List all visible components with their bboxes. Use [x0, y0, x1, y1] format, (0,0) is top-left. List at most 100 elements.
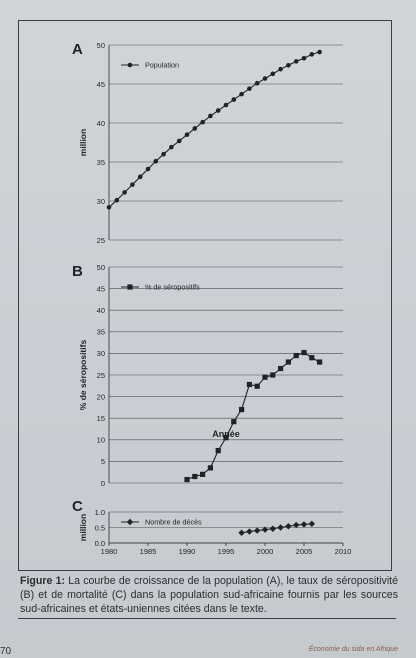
data-point — [200, 471, 206, 477]
x-axis-label: Année — [212, 429, 240, 439]
x-tick-label: 2000 — [257, 547, 274, 556]
data-point — [184, 132, 190, 137]
data-point — [301, 55, 307, 61]
data-point — [285, 359, 291, 365]
y-tick-label: 25 — [97, 236, 105, 245]
data-point — [169, 144, 174, 150]
data-point — [300, 521, 308, 528]
data-point — [215, 108, 221, 113]
y-tick-label: 5 — [101, 457, 105, 466]
y-tick-label: 15 — [97, 414, 105, 423]
data-point — [161, 151, 166, 157]
data-point — [215, 448, 221, 454]
y-tick-label: 40 — [97, 119, 105, 128]
data-point — [238, 529, 245, 536]
legend-label: Nombre de décès — [145, 518, 202, 527]
data-point — [254, 80, 260, 86]
data-point — [261, 526, 269, 533]
panel-letter: A — [72, 41, 83, 58]
data-point — [153, 158, 159, 164]
data-point — [239, 406, 245, 413]
data-point — [130, 182, 135, 187]
series-line — [241, 523, 312, 534]
data-point — [262, 374, 268, 380]
data-point — [247, 86, 252, 91]
y-tick-label: 30 — [97, 349, 105, 358]
data-point — [270, 71, 276, 77]
caption-divider — [18, 618, 396, 619]
data-point — [246, 381, 252, 388]
data-point — [277, 524, 284, 531]
y-tick-label: 35 — [97, 328, 105, 337]
legend-marker — [126, 518, 134, 526]
y-tick-label: 35 — [97, 158, 105, 167]
y-tick-label: 25 — [97, 371, 105, 380]
data-point — [137, 174, 143, 180]
data-point — [308, 520, 315, 527]
data-point — [254, 383, 260, 389]
y-tick-label: 1.0 — [95, 508, 105, 517]
data-point — [317, 49, 322, 55]
data-point — [317, 359, 323, 365]
y-axis-label: million — [78, 514, 88, 541]
data-point — [231, 97, 237, 102]
data-point — [192, 473, 198, 480]
data-point — [309, 52, 315, 57]
caption-text: La courbe de croissance de la population… — [20, 575, 399, 615]
x-tick-label: 2010 — [335, 547, 352, 556]
data-point — [293, 59, 299, 64]
data-point — [285, 523, 292, 530]
data-point — [223, 435, 229, 441]
panel-letter: C — [72, 498, 83, 515]
page-number: 70 — [0, 646, 12, 657]
data-point — [269, 525, 276, 532]
y-tick-label: 50 — [97, 263, 105, 272]
y-tick-label: 10 — [97, 436, 105, 445]
data-point — [254, 527, 261, 534]
data-point — [293, 521, 300, 529]
legend-label: Population — [145, 61, 179, 70]
series-line — [186, 351, 320, 481]
data-point — [207, 465, 213, 471]
y-tick-label: 0.5 — [95, 523, 105, 532]
y-tick-label: 50 — [97, 41, 105, 50]
data-point — [262, 76, 268, 81]
y-tick-label: 30 — [97, 197, 105, 206]
x-tick-label: 1980 — [101, 547, 118, 556]
y-tick-label: 40 — [97, 306, 105, 315]
data-point — [309, 355, 315, 361]
y-tick-label: 45 — [97, 284, 105, 293]
data-point — [301, 349, 307, 356]
caption-label: Figure 1: — [20, 575, 66, 587]
data-point — [114, 197, 120, 203]
x-tick-label: 2005 — [296, 547, 313, 556]
data-point — [200, 119, 205, 125]
data-point — [246, 528, 253, 535]
x-tick-label: 1985 — [140, 547, 157, 556]
legend-marker — [127, 62, 133, 68]
figure-frame — [18, 20, 392, 571]
data-point — [293, 352, 299, 359]
y-tick-label: 0.0 — [95, 539, 105, 548]
data-point — [106, 204, 112, 210]
y-tick-label: 0 — [101, 479, 105, 488]
series-line — [108, 51, 320, 208]
figure-caption: Figure 1: La courbe de croissance de la … — [20, 575, 398, 616]
panel-letter: B — [72, 263, 83, 280]
data-point — [176, 138, 182, 144]
data-point — [239, 91, 244, 97]
data-point — [286, 62, 291, 68]
x-tick-label: 1990 — [179, 547, 196, 556]
legend-marker — [127, 284, 133, 290]
y-tick-label: 45 — [97, 80, 105, 89]
running-footer: Économie du sida en Afrique — [308, 646, 398, 653]
data-point — [122, 190, 127, 195]
data-point — [223, 102, 229, 108]
legend-label: % de séropositifs — [145, 283, 200, 292]
data-point — [192, 126, 198, 131]
y-axis-label: million — [78, 129, 88, 156]
